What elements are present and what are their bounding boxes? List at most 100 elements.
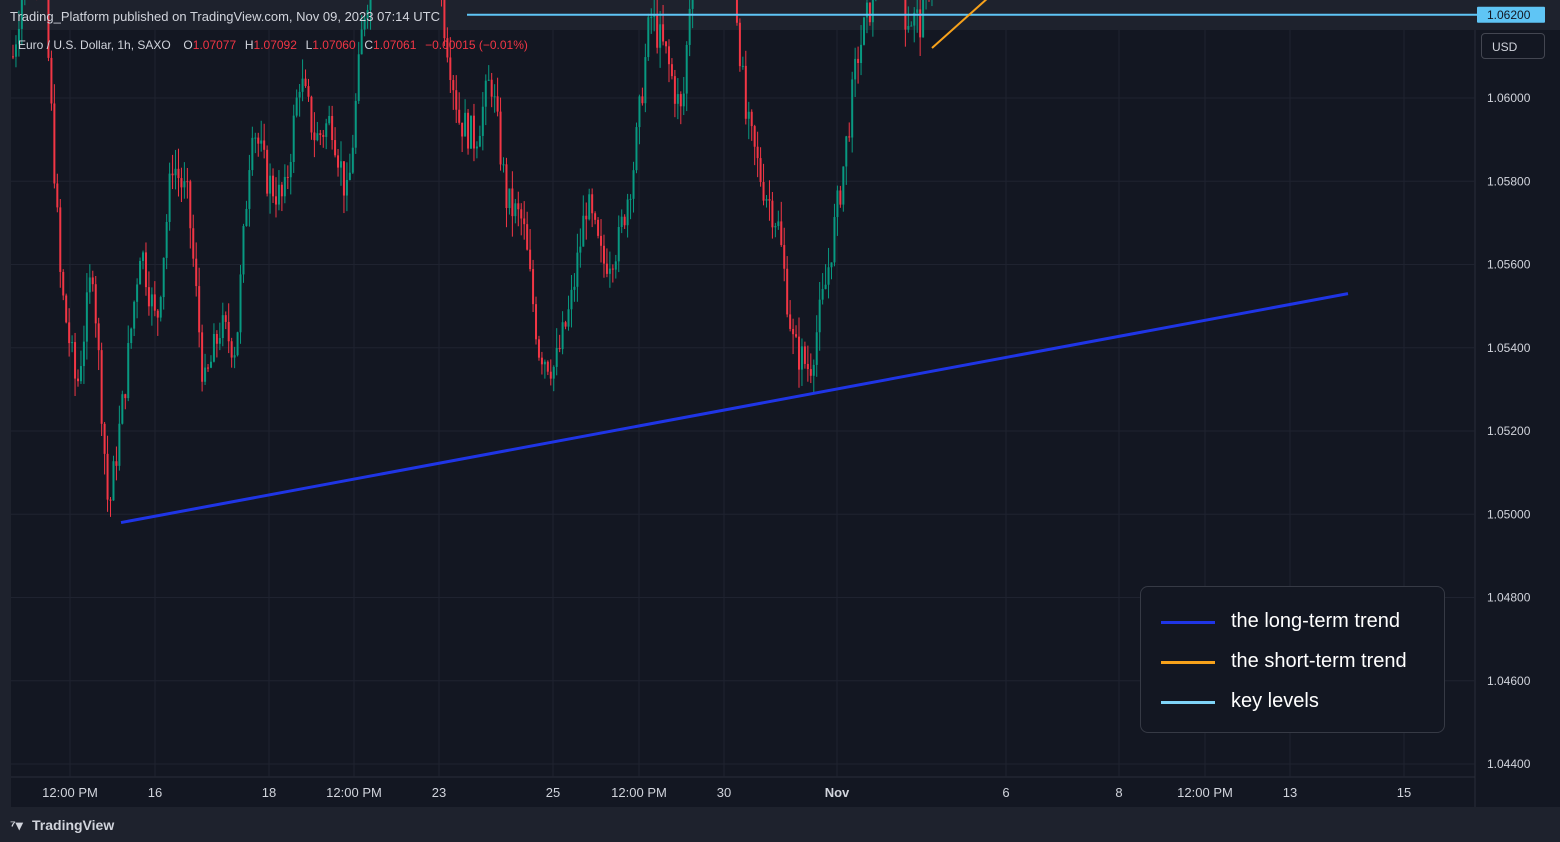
candle-body <box>818 299 821 333</box>
candle-body <box>617 226 620 262</box>
price-scale <box>1475 30 1560 807</box>
candle-body <box>738 22 741 67</box>
candle-body <box>824 284 827 290</box>
candle-body <box>532 269 535 305</box>
symbol-name: Euro / U.S. Dollar, 1h, SAXO <box>18 38 171 52</box>
candle-body <box>523 218 526 225</box>
candle-body <box>665 41 668 47</box>
candle-body <box>280 184 283 197</box>
candle-body <box>537 339 540 358</box>
candle-body <box>691 0 694 9</box>
candle-body <box>269 175 272 194</box>
overlays <box>120 0 1477 525</box>
candle-body <box>301 78 304 92</box>
candle-body <box>133 301 136 329</box>
candle-body <box>682 93 685 107</box>
candle-body <box>461 122 464 137</box>
legend-label: key levels <box>1231 690 1319 712</box>
candle-body <box>656 15 659 48</box>
candle-body <box>334 140 337 156</box>
candle-body <box>496 96 499 112</box>
candle-body <box>215 333 218 344</box>
candle-body <box>304 78 307 87</box>
candle-body <box>124 394 127 399</box>
currency-button[interactable]: USD <box>1481 33 1545 59</box>
candle-body <box>543 361 546 365</box>
low-value: 1.07060 <box>312 38 356 52</box>
candle-body <box>242 226 245 275</box>
candle-body <box>189 181 192 229</box>
candle-body <box>635 127 638 171</box>
candle-body <box>263 140 266 150</box>
candle-body <box>602 245 605 264</box>
candle-body <box>759 158 762 183</box>
candle-body <box>910 25 913 27</box>
candle-body <box>218 338 221 344</box>
candle-body <box>502 164 505 166</box>
candle-body <box>139 260 142 285</box>
candle-body <box>449 57 452 81</box>
candle-body <box>641 96 644 104</box>
candle-body <box>316 133 319 141</box>
candle-body <box>322 135 325 137</box>
candle-body <box>809 369 812 376</box>
candle-body <box>771 200 774 228</box>
candle-body <box>854 58 857 80</box>
candle-body <box>239 274 242 333</box>
price-tick-label: 1.06200 <box>1487 8 1531 22</box>
candle-body <box>573 286 576 290</box>
candle-body <box>564 322 567 327</box>
candle-body <box>94 284 97 324</box>
candle-body <box>517 203 520 210</box>
candle-body <box>53 103 56 184</box>
candle-body <box>251 137 254 171</box>
candle-body <box>626 199 629 226</box>
candle-body <box>82 341 85 367</box>
price-axis: 1.076001.074001.072001.069401.068001.067… <box>1477 6 1545 771</box>
candle-body <box>310 96 313 133</box>
candle-body <box>180 178 183 188</box>
candle-body <box>257 137 260 144</box>
candle-body <box>186 181 189 183</box>
candle-body <box>484 80 487 107</box>
candle-body <box>209 361 212 368</box>
candle-body <box>295 97 298 116</box>
candle-body <box>780 221 783 246</box>
candle-body <box>762 182 765 201</box>
candle-body <box>529 249 532 270</box>
candle-body <box>277 184 280 205</box>
candle-body <box>136 284 139 302</box>
candle-body <box>130 328 133 344</box>
price-tick-label: 1.05200 <box>1487 424 1531 438</box>
candle-body <box>236 332 239 356</box>
footer-brand[interactable]: ⁷▾ TradingView <box>10 817 114 834</box>
symbol-header: Euro / U.S. Dollar, 1h, SAXO O1.07077 H1… <box>18 38 528 52</box>
candle-body <box>753 126 756 147</box>
candle-body <box>650 16 653 18</box>
candle-body <box>798 336 800 370</box>
price-tick-label: 1.05000 <box>1487 507 1531 521</box>
time-tick-label: 25 <box>546 785 560 800</box>
candle-body <box>848 136 851 138</box>
candle-body <box>266 149 269 194</box>
candle-body <box>475 146 478 149</box>
candle-body <box>224 315 227 322</box>
candle-body <box>830 262 833 268</box>
candle-body <box>913 12 916 26</box>
legend-box: the long-term trend the short-term trend… <box>1140 586 1445 733</box>
candle-body <box>91 277 94 285</box>
candle-body <box>351 147 354 173</box>
candle-body <box>68 322 71 344</box>
candle-body <box>792 328 795 335</box>
candle-body <box>50 57 53 104</box>
short-term-swatch <box>1161 661 1215 664</box>
candle-body <box>679 94 682 107</box>
candle-body <box>839 190 842 205</box>
candle-body <box>756 146 759 159</box>
candle-body <box>647 17 650 58</box>
candle-body <box>366 10 369 19</box>
time-tick-label: Nov <box>825 785 850 800</box>
price-tick-label: 1.05800 <box>1487 174 1531 188</box>
candle-body <box>546 361 549 372</box>
